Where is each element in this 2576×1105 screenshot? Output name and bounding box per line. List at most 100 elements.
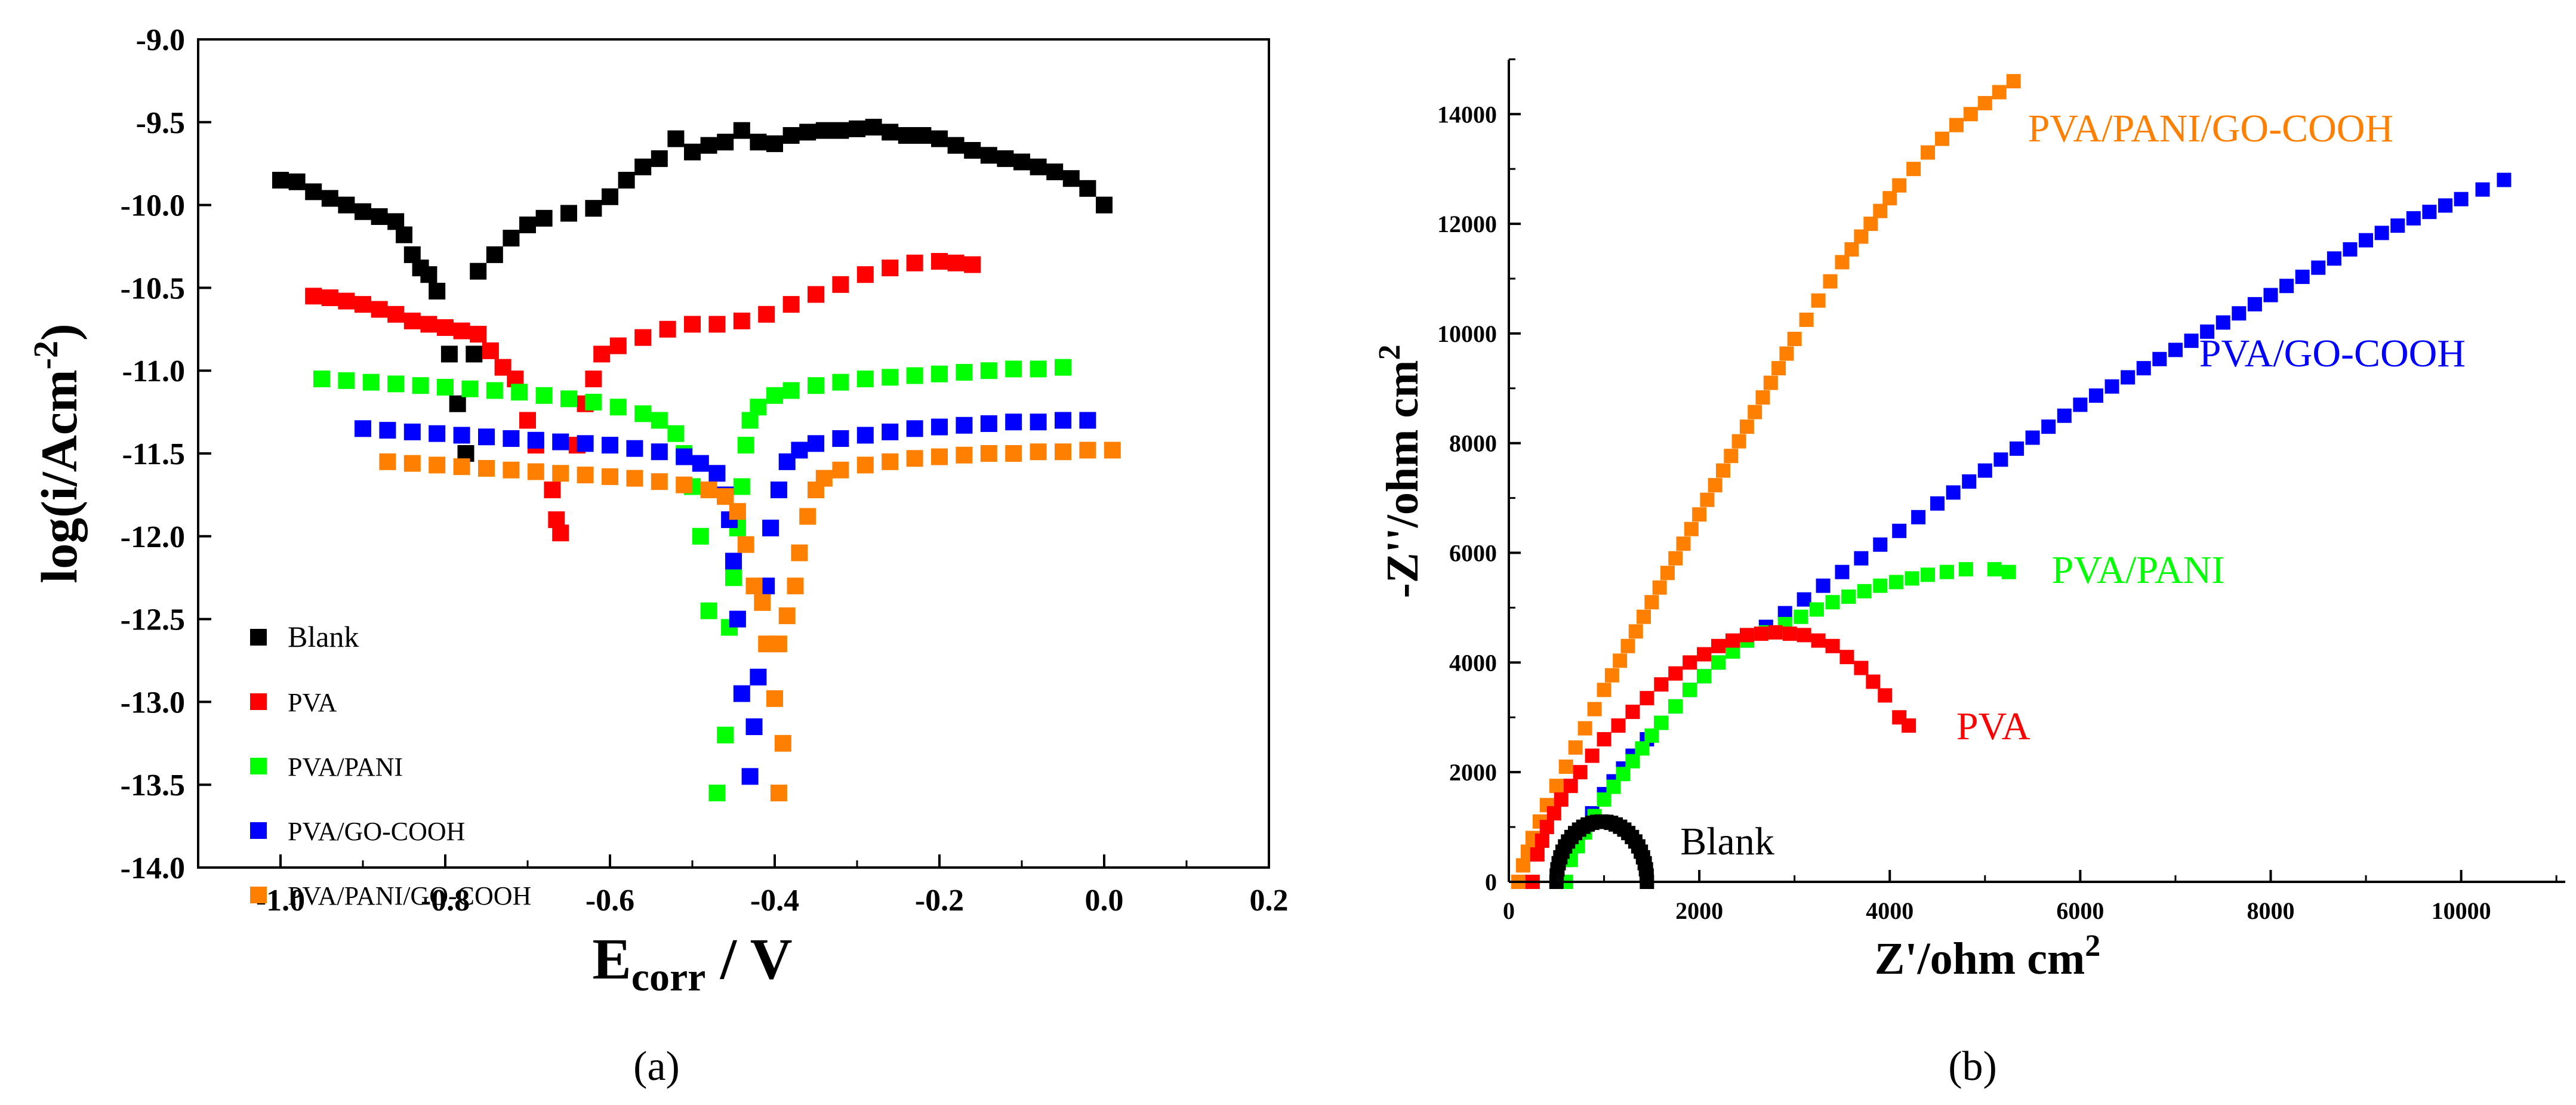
panel-a-point bbox=[791, 544, 808, 561]
panel-b-y-tick-label: 12000 bbox=[1437, 211, 1497, 237]
panel-b-point bbox=[1977, 95, 1992, 110]
panel-a-point bbox=[313, 371, 330, 388]
panel-b-point bbox=[1873, 578, 1888, 593]
panel-a-point bbox=[371, 301, 388, 318]
panel-b-point bbox=[1604, 668, 1619, 683]
panel-b-point bbox=[1779, 346, 1794, 361]
panel-b-point bbox=[2327, 251, 2341, 266]
panel-b-point bbox=[1637, 609, 1651, 624]
panel-b-point bbox=[2247, 297, 2262, 311]
panel-a-point bbox=[651, 150, 668, 167]
panel-a-point bbox=[729, 503, 746, 520]
panel-b-point bbox=[1739, 628, 1754, 643]
panel-a-point bbox=[997, 150, 1014, 167]
panel-a-point bbox=[725, 552, 742, 570]
panel-a-point bbox=[478, 428, 495, 446]
panel-a-point bbox=[486, 246, 503, 263]
panel-a-point bbox=[362, 374, 380, 391]
panel-b-point bbox=[1892, 523, 1907, 538]
panel-b-series-label-pva-pani-go-cooh: PVA/PANI/GO-COOH bbox=[2028, 107, 2393, 150]
panel-a-y-tick-label: -12.0 bbox=[121, 520, 185, 554]
panel-a-point bbox=[882, 423, 899, 440]
panel-b-point bbox=[1905, 571, 1919, 586]
panel-a-point bbox=[503, 461, 520, 479]
panel-a-point bbox=[1013, 153, 1030, 171]
panel-b-point bbox=[2422, 205, 2437, 220]
panel-b-x-tick-label: 8000 bbox=[2247, 897, 2294, 924]
panel-b-point bbox=[1787, 332, 1802, 347]
panel-a-point bbox=[906, 450, 923, 467]
panel-a-point bbox=[906, 367, 923, 384]
panel-a-point bbox=[1030, 360, 1047, 378]
panel-a-point bbox=[420, 266, 437, 283]
panel-a-y-tick-label: -9.5 bbox=[136, 106, 185, 140]
panel-b-point bbox=[2263, 288, 2278, 303]
panel-b-point bbox=[1763, 375, 1778, 390]
panel-a-legend-swatch-pva-pani bbox=[250, 758, 267, 774]
panel-a-point bbox=[762, 519, 779, 536]
panel-a-x-axis-title-subscript: corr bbox=[631, 954, 706, 999]
panel-b-point bbox=[2438, 198, 2453, 213]
panel-b-point bbox=[1725, 633, 1740, 648]
panel-b-point bbox=[1708, 478, 1723, 493]
panel-a-point bbox=[552, 433, 569, 450]
panel-a-point bbox=[321, 289, 338, 307]
panel-b-point bbox=[2104, 379, 2119, 394]
panel-b-point bbox=[1768, 625, 1783, 640]
panel-a-series-blank bbox=[272, 119, 1113, 462]
panel-a-point bbox=[770, 481, 787, 499]
panel-a-point bbox=[931, 130, 948, 147]
panel-b-series-pva-pani-go-cooh bbox=[1511, 74, 2021, 889]
panel-b-point bbox=[1748, 405, 1762, 419]
panel-a-point bbox=[593, 345, 611, 363]
panel-b-point bbox=[2136, 361, 2151, 376]
panel-a-legend-swatch-pva bbox=[250, 693, 267, 710]
panel-b-point bbox=[1873, 537, 1888, 552]
panel-a-point bbox=[429, 456, 446, 474]
panel-a-point bbox=[737, 536, 754, 553]
panel-b-point bbox=[1854, 660, 1869, 675]
panel-a-point bbox=[577, 467, 594, 484]
panel-a-legend-swatch-blank bbox=[250, 629, 267, 646]
panel-b-point bbox=[1993, 452, 2008, 467]
panel-a-point bbox=[733, 122, 750, 139]
panel-a-point bbox=[1104, 442, 1121, 459]
panel-b-data-marks bbox=[1511, 74, 2512, 889]
panel-a-point bbox=[832, 374, 849, 391]
panel-a-point bbox=[651, 473, 668, 490]
panel-a-point bbox=[737, 437, 754, 454]
panel-a-point bbox=[745, 578, 763, 595]
panel-b-point bbox=[1697, 669, 1712, 684]
panel-b-label: (b) bbox=[1948, 1044, 1997, 1089]
panel-a-point bbox=[898, 127, 915, 144]
panel-a-point bbox=[832, 122, 849, 139]
panel-a-point bbox=[338, 196, 355, 214]
panel-b-x-axis: 0 2000 4000 6000 8000 10000 bbox=[1503, 870, 2557, 924]
panel-a-point bbox=[931, 365, 948, 382]
panel-a-point bbox=[676, 448, 693, 465]
panel-b-point bbox=[2006, 74, 2021, 89]
panel-a-point bbox=[882, 260, 899, 277]
panel-b-point bbox=[1620, 638, 1635, 653]
panel-a-y-tick-label: -13.5 bbox=[121, 768, 185, 802]
panel-a-point bbox=[585, 200, 602, 217]
panel-b-x-axis-title-main: Z'/ohm cm bbox=[1875, 934, 2085, 984]
panel-b-y-tick-label: 2000 bbox=[1449, 759, 1497, 786]
panel-a-point bbox=[956, 416, 973, 434]
panel-b-y-tick-label: 6000 bbox=[1449, 540, 1497, 567]
panel-a-point bbox=[882, 124, 899, 141]
panel-a-point bbox=[305, 183, 322, 200]
panel-a-legend-label-blank: Blank bbox=[288, 620, 359, 653]
panel-a-point bbox=[667, 130, 685, 147]
panel-a-point bbox=[602, 437, 618, 454]
panel-a-point bbox=[787, 578, 804, 595]
panel-b-point bbox=[2475, 182, 2490, 197]
panel-a-point bbox=[503, 230, 520, 247]
panel-b-y-axis-title-superscript: 2 bbox=[1373, 345, 1407, 360]
panel-a-point bbox=[585, 371, 602, 388]
panel-a-point bbox=[733, 685, 750, 702]
panel-b-point bbox=[1854, 551, 1869, 566]
panel-a-point bbox=[832, 461, 849, 479]
panel-b-point bbox=[1882, 191, 1897, 206]
panel-b-point bbox=[2001, 564, 2016, 579]
